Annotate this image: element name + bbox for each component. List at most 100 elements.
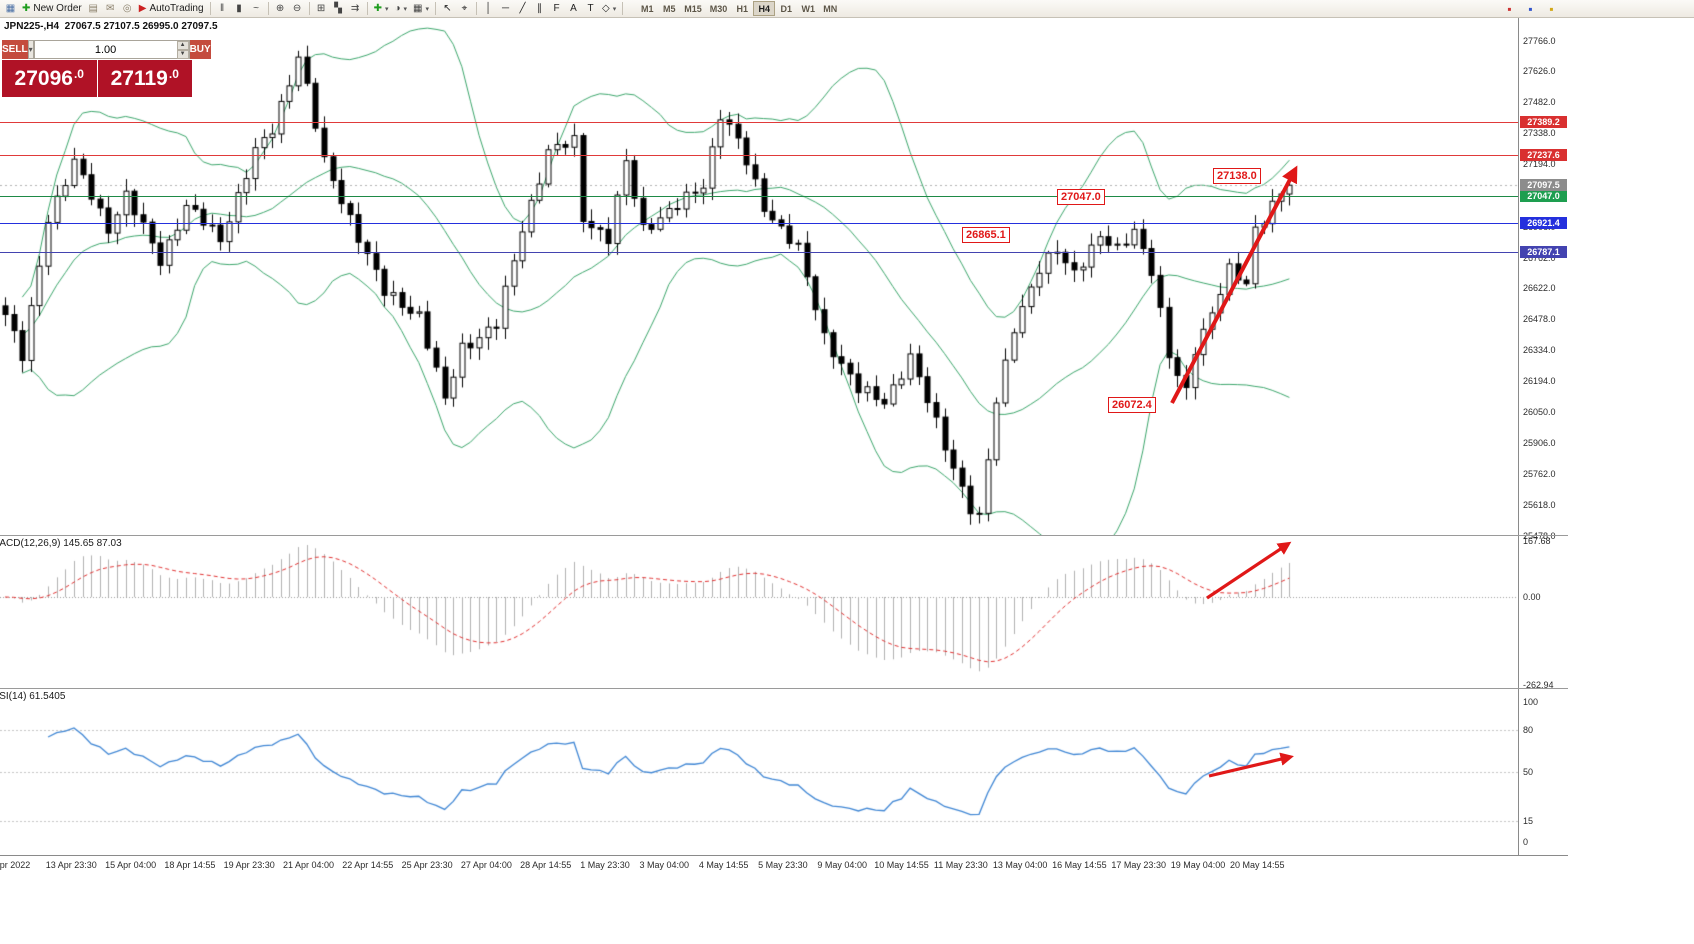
price-axis[interactable]: 27766.027626.027482.027338.027194.027050… bbox=[1518, 18, 1568, 855]
buy-tab[interactable]: BUY bbox=[189, 40, 211, 59]
rsi-scale-label: 50 bbox=[1523, 767, 1534, 777]
shapes-button[interactable]: ◇ ▾ bbox=[599, 1, 619, 17]
timeframe-button-h1[interactable]: H1 bbox=[736, 3, 748, 14]
timeframe-button-w1[interactable]: W1 bbox=[801, 3, 816, 14]
navigator-icon[interactable]: ◎ bbox=[119, 1, 136, 17]
buy-price-button[interactable]: 27119.0 bbox=[97, 60, 192, 97]
timeframe-button-m1[interactable]: M1 bbox=[640, 3, 654, 14]
chart-window-icon[interactable]: ▦ bbox=[2, 1, 19, 17]
rsi-canvas[interactable] bbox=[0, 689, 1518, 855]
volume-decrease-button[interactable]: ▼ bbox=[176, 50, 189, 59]
one-click-trading-widget: SELL ▾ ▲ ▼ BUY 27096.0 27119.0 bbox=[2, 40, 211, 97]
equidistant-channel-icon[interactable]: ∥ bbox=[531, 1, 548, 17]
trendline-icon[interactable]: ╱ bbox=[514, 1, 531, 17]
horizontal-line-icon[interactable]: ─ bbox=[497, 1, 514, 17]
label-icon[interactable]: T bbox=[582, 1, 599, 17]
candlestick-chart-icon[interactable]: ▮ bbox=[231, 1, 248, 17]
time-tick-label: 16 May 14:55 bbox=[1052, 860, 1107, 870]
indicators-button[interactable]: ✚ ▾ bbox=[371, 1, 392, 17]
panel-separator[interactable] bbox=[0, 688, 1568, 689]
profiles-icon[interactable]: ▤ bbox=[85, 1, 102, 17]
autotrading-button-label: AutoTrading bbox=[149, 3, 204, 14]
line-chart-icon-glyph: ~ bbox=[253, 2, 259, 14]
toolbar-items: ▦ ✚ New Order ▤ ✉ ◎ ▶ AutoTrading ‖ ▮ ~ ⊕ ⊖ ⊞ ▚ ⇉ ✚ ▾ ◑ ▾ ▦ ▾… bbox=[2, 0, 626, 18]
volume-increase-button[interactable]: ▲ bbox=[176, 41, 189, 50]
timeframe-button-m5[interactable]: M5 bbox=[662, 3, 676, 14]
volume-input[interactable] bbox=[34, 41, 177, 58]
chart-shift-icon[interactable]: ⇉ bbox=[347, 1, 364, 17]
cascade-windows-icon-glyph: ▚ bbox=[334, 2, 342, 14]
crosshair-icon-glyph: ⌖ bbox=[461, 2, 468, 14]
periods-button-glyph: ◑ bbox=[394, 2, 401, 14]
rsi-scale-label: 15 bbox=[1523, 816, 1534, 826]
sell-price-value-fraction: .0 bbox=[73, 67, 84, 81]
macd-canvas[interactable] bbox=[0, 536, 1518, 688]
cursor-icon[interactable]: ↖ bbox=[439, 1, 456, 17]
rsi-scale-label: 80 bbox=[1523, 725, 1534, 735]
price-tag-27389.2: 27389.2 bbox=[1520, 116, 1567, 129]
templates-button[interactable]: ▦ ▾ bbox=[410, 1, 432, 17]
new-order-button[interactable]: ✚ New Order bbox=[19, 1, 85, 17]
toolbar: ▦ ✚ New Order ▤ ✉ ◎ ▶ AutoTrading ‖ ▮ ~ ⊕ ⊖ ⊞ ▚ ⇉ ✚ ▾ ◑ ▾ ▦ ▾… bbox=[0, 0, 1694, 18]
price-tick-label: 26194.0 bbox=[1523, 375, 1556, 386]
tile-windows-icon[interactable]: ⊞ bbox=[313, 1, 330, 17]
time-tick-label: 15 Apr 04:00 bbox=[105, 860, 157, 870]
price-tick-label: 26334.0 bbox=[1523, 345, 1556, 356]
price-tag-26787.1: 26787.1 bbox=[1520, 246, 1567, 259]
trade-widget-prices: 27096.0 27119.0 bbox=[2, 60, 192, 97]
sell-price-button[interactable]: 27096.0 bbox=[2, 60, 97, 97]
price-tick-label: 25906.0 bbox=[1523, 438, 1556, 449]
bar-chart-icon[interactable]: ‖ bbox=[214, 1, 231, 17]
price-tick-label: 26478.0 bbox=[1523, 314, 1556, 325]
mailbox-icon[interactable]: ✉ bbox=[102, 1, 119, 17]
fibonacci-icon[interactable]: F bbox=[548, 1, 565, 17]
timeframe-button-m15[interactable]: M15 bbox=[684, 3, 702, 14]
time-tick-label: 19 Apr 23:30 bbox=[223, 860, 275, 870]
volume-dropdown-caret-icon[interactable]: ▾ bbox=[27, 40, 34, 59]
dropdown-caret-icon: ▾ bbox=[612, 5, 617, 13]
timeframe-button-mn[interactable]: MN bbox=[823, 3, 838, 14]
time-tick-label: Apr 2022 bbox=[0, 860, 31, 870]
dropdown-caret-icon: ▾ bbox=[425, 5, 429, 13]
price-tick-label: 27766.0 bbox=[1523, 35, 1556, 46]
cascade-windows-icon[interactable]: ▚ bbox=[330, 1, 347, 17]
price-chart-canvas[interactable] bbox=[0, 18, 1518, 535]
periods-button[interactable]: ◑ ▾ bbox=[391, 1, 410, 17]
toolbar-separator bbox=[209, 2, 211, 15]
window-blue-icon[interactable]: ▪ bbox=[1522, 1, 1539, 17]
indicators-button-glyph: ✚ bbox=[373, 2, 382, 14]
time-tick-label: 3 May 04:00 bbox=[639, 860, 690, 870]
macd-scale-label: -262.94 bbox=[1523, 680, 1554, 690]
rsi-label: RSI(14) 61.5405 bbox=[0, 691, 66, 702]
zoom-out-icon[interactable]: ⊖ bbox=[289, 1, 306, 17]
zoom-in-icon[interactable]: ⊕ bbox=[272, 1, 289, 17]
window-red-icon[interactable]: ▪ bbox=[1501, 1, 1518, 17]
chart-window-icon-glyph: ▦ bbox=[5, 2, 16, 14]
buy-price-value: 27119 bbox=[110, 66, 168, 90]
time-tick-label: 4 May 14:55 bbox=[698, 860, 749, 870]
timeframe-button-d1[interactable]: D1 bbox=[780, 3, 792, 14]
crosshair-icon[interactable]: ⌖ bbox=[456, 1, 473, 17]
price-tick-label: 27482.0 bbox=[1523, 96, 1556, 107]
autotrading-button[interactable]: ▶ AutoTrading bbox=[136, 1, 207, 17]
window-yellow-icon[interactable]: ▪ bbox=[1543, 1, 1560, 17]
time-axis[interactable]: Apr 2022 13 Apr 23:30 15 Apr 04:00 18 Apr 1… bbox=[0, 855, 1568, 874]
line-chart-icon[interactable]: ~ bbox=[248, 1, 265, 17]
timeframe-button-h4[interactable]: H4 bbox=[753, 1, 776, 16]
price-tag-27237.6: 27237.6 bbox=[1520, 148, 1567, 161]
toolbar-separator bbox=[366, 2, 368, 15]
macd-scale-label: 0.00 bbox=[1523, 592, 1541, 602]
timeframe-bar: M1 M5 M15 M30 H1 H4 D1 W1 MN bbox=[636, 0, 841, 18]
time-tick-label: 1 May 23:30 bbox=[580, 860, 630, 870]
equidistant-channel-icon-glyph: ∥ bbox=[537, 2, 542, 14]
sell-tab[interactable]: SELL bbox=[2, 40, 28, 59]
price-tick-label: 26622.0 bbox=[1523, 283, 1556, 294]
trade-widget-header: SELL ▾ ▲ ▼ BUY bbox=[2, 40, 211, 59]
timeframe-button-m30[interactable]: M30 bbox=[709, 3, 728, 14]
panel-separator[interactable] bbox=[0, 535, 1568, 536]
chart-shift-icon-glyph: ⇉ bbox=[350, 2, 360, 14]
price-tick-label: 25762.0 bbox=[1523, 469, 1556, 480]
text-icon[interactable]: A bbox=[565, 1, 582, 17]
vertical-line-icon[interactable]: │ bbox=[480, 1, 497, 17]
rsi-panel: RSI(14) 61.5405 bbox=[0, 689, 1518, 855]
